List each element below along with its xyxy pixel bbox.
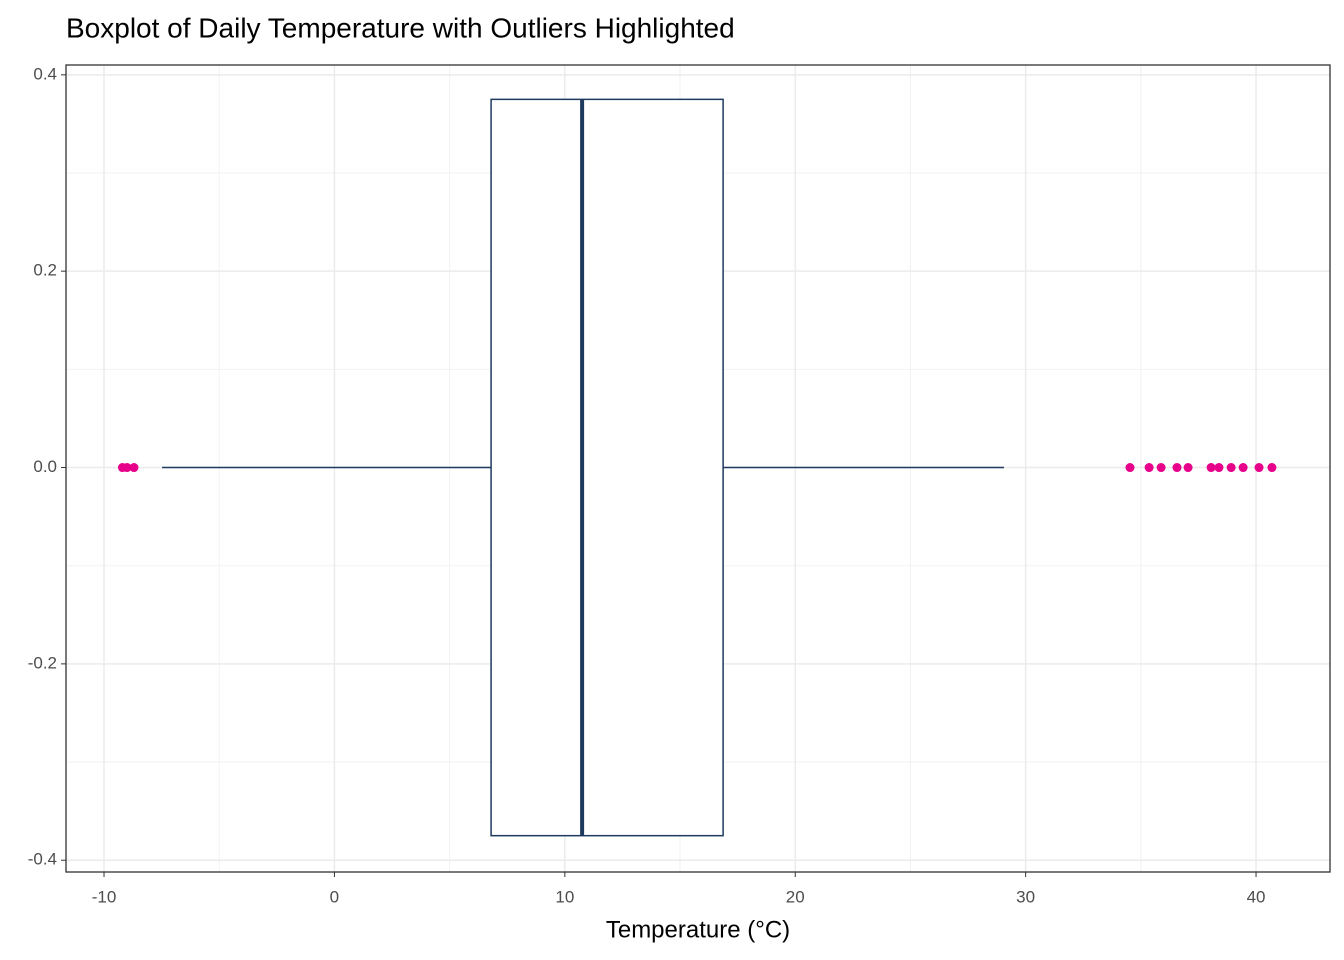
- outlier-point: [1144, 463, 1154, 473]
- outlier-point: [1172, 463, 1182, 473]
- x-axis-title: Temperature (°C): [606, 916, 790, 943]
- y-tick-label: 0.2: [33, 261, 57, 280]
- box: [490, 98, 724, 837]
- outlier-point: [122, 463, 132, 473]
- panel-border: [65, 64, 1331, 873]
- outlier-point: [1238, 463, 1248, 473]
- outlier-point: [1267, 463, 1277, 473]
- x-tick-label: 0: [330, 887, 339, 906]
- outlier-point: [129, 463, 139, 473]
- outlier-point: [1254, 463, 1264, 473]
- x-tick-label: 30: [1016, 887, 1035, 906]
- outlier-point: [1125, 463, 1135, 473]
- x-tick-label: 40: [1247, 887, 1266, 906]
- y-tick-label: 0.0: [33, 457, 57, 476]
- outlier-point: [1214, 463, 1224, 473]
- x-tick-label: 20: [786, 887, 805, 906]
- y-tick-label: -0.4: [28, 850, 57, 869]
- y-tick-label: -0.2: [28, 653, 57, 672]
- outlier-point: [1156, 463, 1166, 473]
- y-tick-label: 0.4: [33, 64, 57, 83]
- chart-title: Boxplot of Daily Temperature with Outlie…: [66, 12, 735, 43]
- x-tick-label: -10: [92, 887, 117, 906]
- outlier-point: [1183, 463, 1193, 473]
- outlier-point: [1226, 463, 1236, 473]
- x-tick-label: 10: [555, 887, 574, 906]
- outlier-point: [1206, 463, 1216, 473]
